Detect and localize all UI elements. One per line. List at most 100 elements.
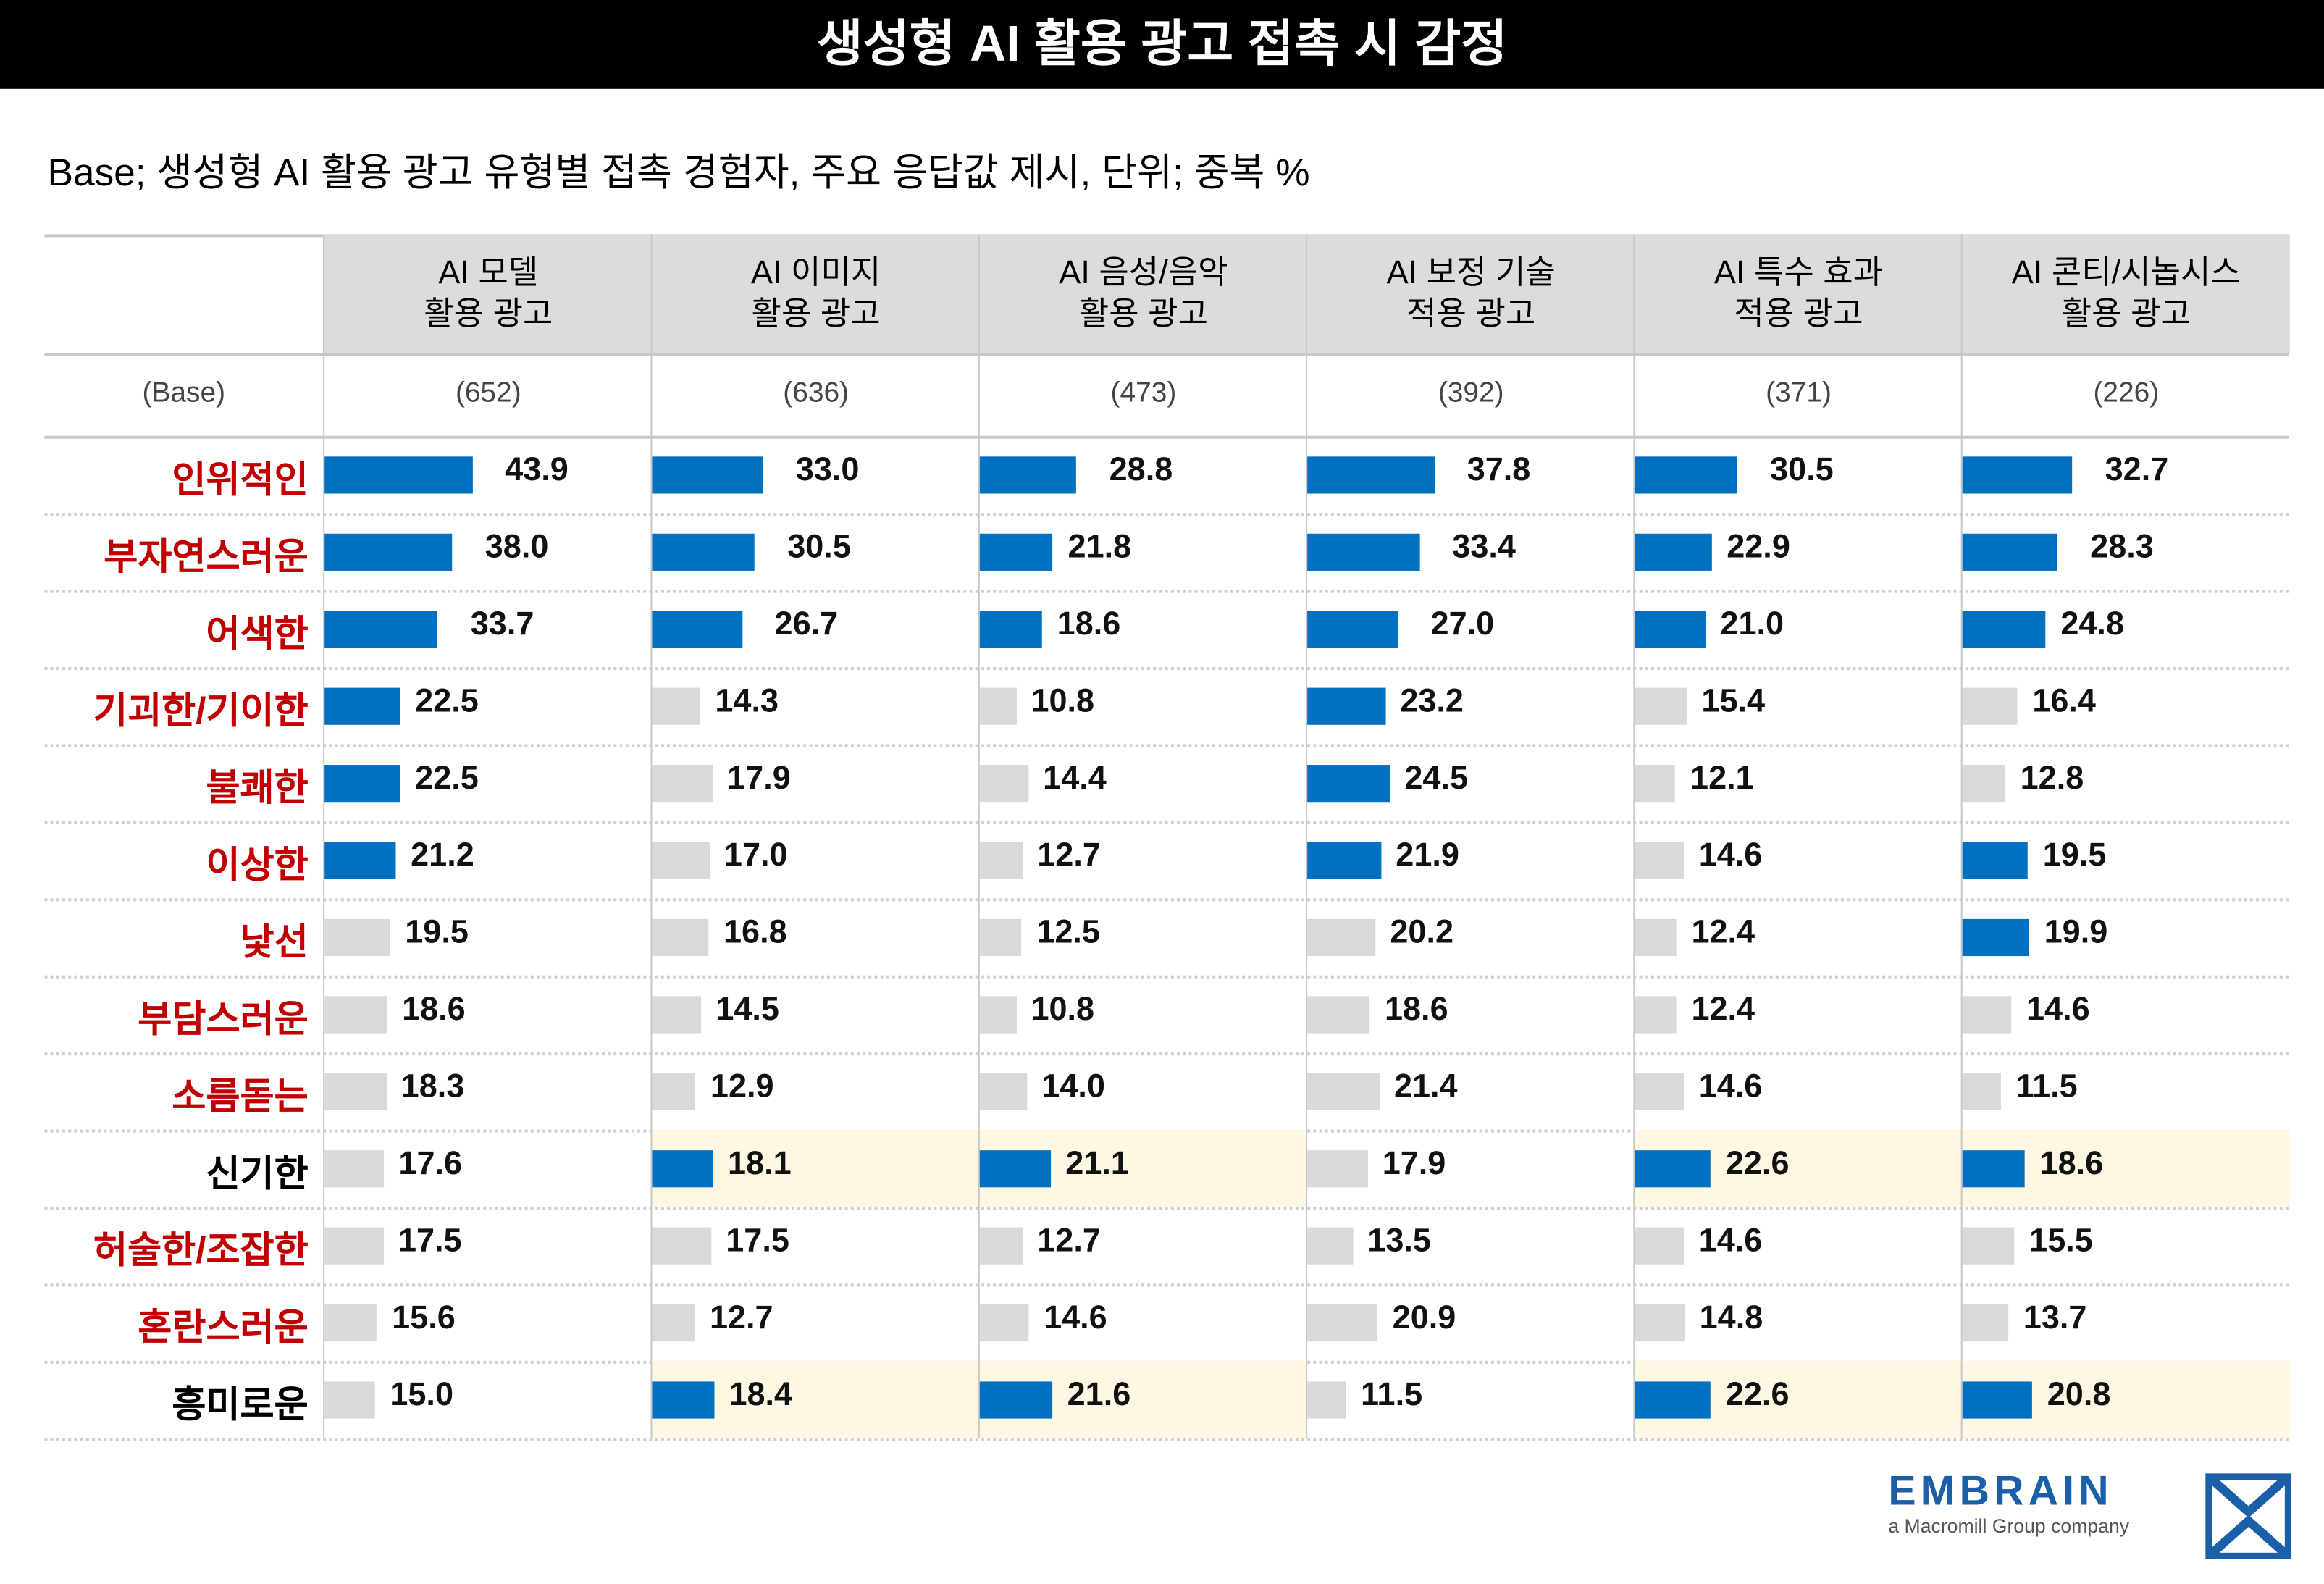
row-divider <box>44 666 2289 671</box>
table-cell: 22.5 <box>323 744 652 821</box>
column-header: AI 특수 효과 적용 광고 <box>1633 234 1963 353</box>
bar <box>324 996 387 1034</box>
table-cell: 15.6 <box>323 1283 652 1361</box>
table-cell: 23.2 <box>1306 666 1635 745</box>
data-label: 28.8 <box>1109 451 1173 488</box>
row-label: 불쾌한 <box>206 768 309 810</box>
data-label: 10.8 <box>1031 682 1095 719</box>
bar <box>324 533 453 571</box>
row-label: 낯선 <box>240 921 309 964</box>
bar <box>324 765 400 803</box>
bar <box>979 1304 1029 1342</box>
bar <box>652 918 709 957</box>
table-cell: 14.6 <box>978 1283 1307 1361</box>
data-label: 15.5 <box>2029 1221 2093 1259</box>
table-cell: 12.5 <box>978 898 1307 976</box>
data-label: 27.0 <box>1430 605 1495 642</box>
column-header: AI 모델 활용 광고 <box>323 234 653 353</box>
table-cell: 28.3 <box>1960 513 2290 590</box>
data-label: 18.6 <box>1057 605 1121 642</box>
data-label: 12.9 <box>710 1067 774 1105</box>
data-label: 20.9 <box>1392 1298 1456 1336</box>
bar <box>324 611 438 648</box>
data-label: 24.5 <box>1404 758 1469 797</box>
table-cell: 12.9 <box>650 1052 979 1130</box>
data-label: 12.4 <box>1691 913 1755 950</box>
data-label: 33.7 <box>470 605 534 642</box>
table-cell: 17.5 <box>323 1206 652 1284</box>
data-label: 12.5 <box>1036 913 1100 950</box>
table-cell: 21.8 <box>978 513 1307 590</box>
data-label: 12.1 <box>1690 758 1754 797</box>
bar <box>1307 842 1381 879</box>
bar <box>1307 1381 1346 1419</box>
bar <box>1307 996 1370 1034</box>
table-cell: 12.7 <box>978 821 1307 899</box>
table-cell: 14.6 <box>1633 821 1962 899</box>
table-cell: 18.6 <box>978 590 1307 667</box>
bar <box>324 1381 375 1419</box>
logo-name: EMBRAIN <box>1888 1467 2113 1514</box>
row-divider <box>44 744 2289 747</box>
data-label: 12.7 <box>709 1298 773 1336</box>
bar <box>1635 996 1677 1034</box>
bar <box>324 918 390 957</box>
column-header: AI 이미지 활용 광고 <box>650 234 980 353</box>
table-cell: 18.1 <box>650 1129 980 1207</box>
header-bottom-border <box>44 353 2289 356</box>
table-cell: 14.4 <box>978 744 1307 821</box>
bar <box>979 611 1043 648</box>
table-cell: 30.5 <box>650 513 979 590</box>
table-cell: 16.4 <box>1960 666 2290 745</box>
bar <box>1635 1150 1711 1188</box>
data-label: 12.7 <box>1037 836 1101 873</box>
table-cell: 19.5 <box>323 898 652 976</box>
data-label: 19.5 <box>405 913 469 950</box>
data-label: 23.2 <box>1400 682 1464 719</box>
table-cell: 33.4 <box>1306 513 1635 590</box>
bar <box>652 842 710 879</box>
table-cell: 10.8 <box>978 975 1307 1053</box>
table-cell: 17.6 <box>323 1129 652 1207</box>
bar <box>324 1304 377 1342</box>
bar <box>652 611 742 648</box>
data-label: 17.5 <box>398 1221 462 1259</box>
row-label: 소름돋는 <box>172 1076 309 1118</box>
bar <box>652 456 763 494</box>
bar <box>1307 765 1390 803</box>
row-label: 허술한/조잡한 <box>93 1230 309 1272</box>
table-cell: 13.7 <box>1960 1283 2290 1361</box>
row-label: 신기한 <box>206 1153 309 1195</box>
table-cell: 12.7 <box>650 1283 979 1361</box>
data-label: 30.5 <box>1770 451 1834 488</box>
table-cell: 21.4 <box>1306 1052 1635 1130</box>
data-label: 30.5 <box>787 527 851 565</box>
data-label: 17.6 <box>398 1144 463 1182</box>
bar <box>1307 1304 1378 1342</box>
table-cell: 17.9 <box>650 744 979 821</box>
column-base: (636) <box>650 353 979 436</box>
data-label: 37.8 <box>1467 451 1531 488</box>
table-cell: 15.4 <box>1633 666 1962 745</box>
bar <box>1962 842 2029 879</box>
table-cell: 14.5 <box>650 975 979 1053</box>
data-label: 17.5 <box>726 1221 789 1259</box>
row-label: 인위적인 <box>172 459 309 501</box>
data-label: 43.9 <box>505 451 569 488</box>
row-label: 어색한 <box>206 613 309 655</box>
table-cell: 33.0 <box>650 435 979 514</box>
data-label: 13.5 <box>1367 1221 1431 1259</box>
column-base: (473) <box>978 353 1307 436</box>
table-cell: 11.5 <box>1306 1360 1635 1438</box>
row-divider <box>44 821 2289 824</box>
data-label: 22.5 <box>415 682 479 719</box>
table-cell: 22.5 <box>323 666 652 745</box>
row-label: 이상한 <box>206 845 309 887</box>
table-cell: 21.6 <box>978 1360 1308 1438</box>
data-label: 17.0 <box>723 836 788 873</box>
bar <box>1635 765 1676 803</box>
data-label: 10.8 <box>1031 990 1095 1028</box>
table-cell: 20.9 <box>1306 1283 1635 1361</box>
data-label: 18.6 <box>1384 990 1448 1028</box>
